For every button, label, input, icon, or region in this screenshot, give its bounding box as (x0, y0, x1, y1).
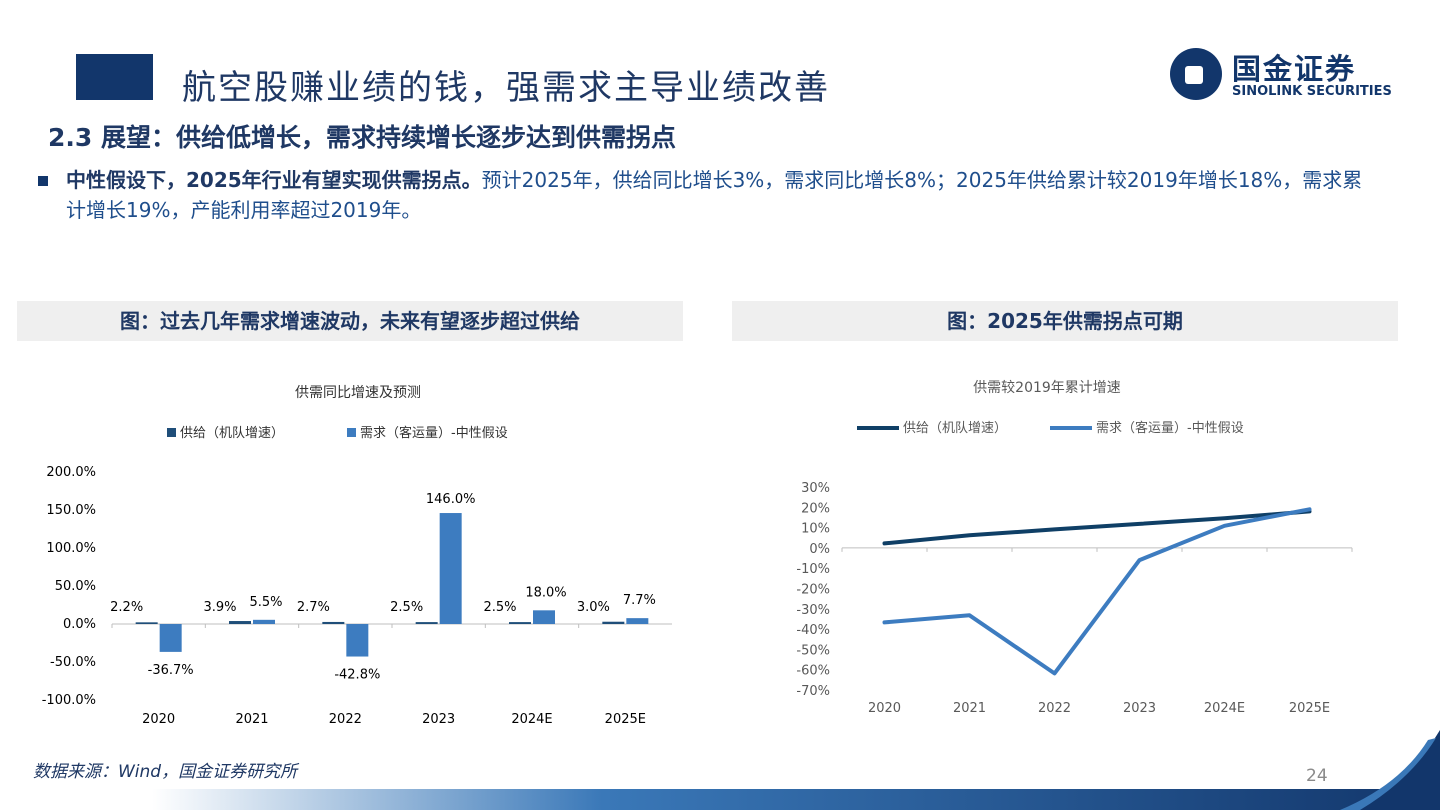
data-label-demand: 7.7% (623, 593, 656, 608)
chart-title: 供需较2019年累计增速 (973, 380, 1121, 396)
x-tick-label: 2025E (1289, 701, 1330, 716)
data-label-supply: 2.7% (297, 600, 330, 615)
bar-supply (135, 622, 158, 624)
bullet-square-icon (38, 176, 48, 186)
y-tick-label: -20% (796, 583, 830, 598)
y-tick-label: -100.0% (42, 693, 96, 708)
title-accent-block (76, 54, 153, 100)
bar-demand (159, 624, 182, 652)
y-tick-label: 0.0% (63, 617, 96, 632)
y-tick-label: -10% (796, 562, 830, 577)
legend-label: 需求（客运量）-中性假设 (1096, 420, 1244, 436)
y-tick-label: 30% (801, 481, 830, 496)
data-source-note: 数据来源：Wind，国金证券研究所 (33, 762, 298, 782)
company-logo: 国金证券 SINOLINK SECURITIES (1170, 46, 1410, 104)
y-tick-label: 150.0% (46, 503, 96, 518)
page-title: 航空股赚业绩的钱，强需求主导业绩改善 (182, 68, 830, 108)
bar-demand (439, 513, 462, 624)
x-tick-label: 2024E (1204, 701, 1245, 716)
bar-supply (602, 621, 625, 624)
legend-label: 供给（机队增速） (903, 421, 1007, 436)
y-tick-label: 20% (801, 501, 830, 516)
bullet-bold-text: 中性假设下，2025年行业有望实现供需拐点。 (66, 168, 482, 192)
bar-supply (322, 621, 345, 624)
footer-swoosh (1340, 730, 1440, 810)
data-label-supply: 2.5% (483, 600, 516, 615)
legend-swatch (167, 428, 176, 437)
x-tick-label: 2024E (511, 712, 552, 727)
logo-mark-icon (1170, 48, 1222, 100)
legend-label: 供给（机队增速） (180, 426, 284, 441)
x-tick-label: 2023 (1123, 701, 1156, 716)
y-tick-label: 0% (809, 542, 830, 557)
data-label-supply: 3.9% (203, 600, 236, 615)
legend-swatch (347, 428, 356, 437)
y-tick-label: -50.0% (50, 655, 96, 670)
y-tick-label: -50% (796, 643, 830, 658)
bar-demand (253, 619, 275, 624)
y-tick-label: -30% (796, 603, 830, 618)
x-tick-label: 2021 (235, 712, 268, 727)
chart-title: 供需同比增速及预测 (295, 385, 421, 401)
y-tick-label: 200.0% (46, 465, 96, 480)
x-tick-label: 2022 (329, 712, 362, 727)
footer-bar (152, 789, 1440, 810)
series-line-demand (882, 507, 1312, 676)
bar-demand (346, 624, 369, 657)
data-label-supply: 2.2% (110, 600, 143, 615)
bar-supply (509, 622, 531, 624)
x-tick-label: 2023 (422, 712, 455, 727)
x-tick-label: 2020 (868, 701, 901, 716)
logo-en-text: SINOLINK SECURITIES (1232, 84, 1392, 99)
x-tick-label: 2020 (142, 712, 175, 727)
x-tick-label: 2022 (1038, 701, 1071, 716)
bar-supply (415, 622, 438, 624)
x-tick-label: 2021 (953, 701, 986, 716)
y-tick-label: 10% (801, 522, 830, 537)
bar-supply (229, 621, 251, 624)
bullet-paragraph: 中性假设下，2025年行业有望实现供需拐点。预计2025年，供给同比增长3%，需… (66, 165, 1366, 225)
left-panel-heading: 图：过去几年需求增速波动，未来有望逐步超过供给 (17, 301, 683, 341)
data-label-demand: 18.0% (525, 585, 566, 600)
section-subtitle: 2.3 展望：供给低增长，需求持续增长逐步达到供需拐点 (48, 123, 676, 152)
data-label-supply: 3.0% (577, 600, 610, 615)
y-tick-label: -40% (796, 623, 830, 638)
logo-cn-text: 国金证券 (1232, 52, 1357, 86)
legend-label: 需求（客运量）-中性假设 (360, 425, 508, 441)
x-tick-label: 2025E (605, 712, 646, 727)
bullet-body-text: 预计2025年，供给同比增长3%，需求同比增长8%；2025年供给累计较2019… (66, 168, 1363, 222)
y-tick-label: 100.0% (46, 541, 96, 556)
page-number: 24 (1306, 766, 1328, 786)
data-label-supply: 2.5% (390, 600, 423, 615)
y-tick-label: -60% (796, 664, 830, 679)
data-label-demand: 146.0% (426, 492, 476, 507)
y-tick-label: 50.0% (55, 579, 96, 594)
data-label-demand: -42.8% (334, 668, 380, 683)
right-panel-heading: 图：2025年供需拐点可期 (732, 301, 1398, 341)
bar-demand (533, 610, 555, 624)
data-label-demand: 5.5% (249, 595, 282, 610)
series-line-supply (882, 509, 1312, 546)
data-label-demand: -36.7% (148, 663, 194, 678)
bar-demand (626, 618, 649, 624)
y-tick-label: -70% (796, 684, 830, 699)
